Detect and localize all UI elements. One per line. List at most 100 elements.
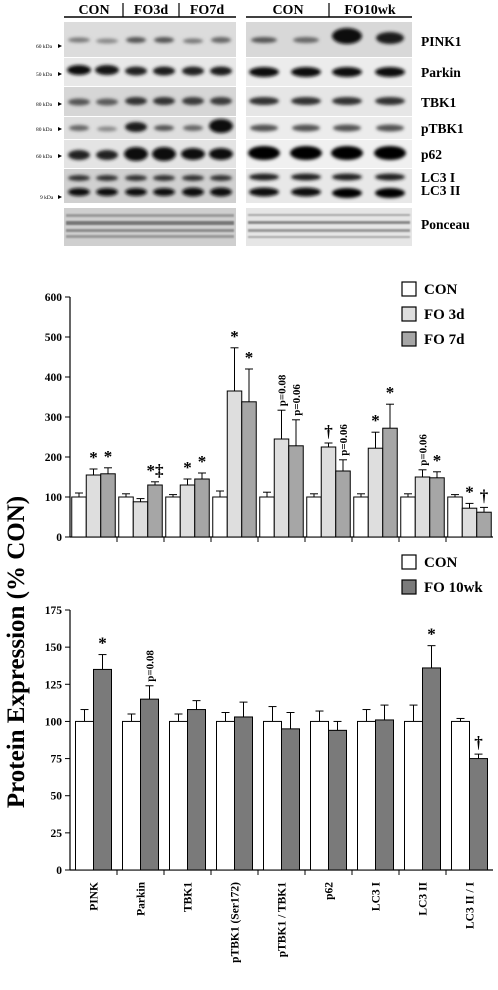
bar: [241, 401, 257, 538]
ponceau-stain: [66, 214, 410, 238]
blot-group-headers: CON FO3d FO7d CON FO10wk: [64, 3, 412, 18]
category-label: Parkin: [136, 881, 148, 915]
category-label: pTBK1 / TBK1: [277, 882, 289, 957]
y-tick-label: 0: [56, 532, 62, 544]
bar: [118, 496, 134, 538]
significance-label: *: [104, 447, 113, 466]
significance-label: *: [198, 452, 207, 471]
bar: [132, 501, 149, 538]
bar: [382, 427, 398, 538]
blot-group-label: FO7d: [190, 3, 224, 18]
protein-label: PINK1: [421, 34, 462, 49]
legend-swatch: [401, 331, 417, 347]
protein-label: LC3 II: [421, 183, 460, 198]
bar: [335, 470, 351, 538]
bar: [165, 496, 181, 538]
bar: [273, 438, 290, 538]
significance-label: p=0.06: [338, 424, 350, 456]
y-tick-label: 150: [45, 642, 63, 654]
y-tick-label: 125: [45, 679, 63, 691]
kda-label: 9 kDa: [40, 195, 54, 201]
bar-charts: Protein Expression (% CON) 0 100 200 300 400…: [3, 281, 493, 963]
protein-label: p62: [421, 147, 442, 162]
bar: [216, 720, 235, 871]
bar: [429, 477, 445, 538]
significance-label: *: [427, 625, 436, 644]
bar: [288, 445, 304, 538]
bar: [367, 447, 384, 538]
western-blot-panel: CON FO3d FO7d CON FO10wk: [36, 3, 470, 246]
y-tick-label: 200: [45, 452, 63, 464]
protein-label: TBK1: [421, 95, 457, 110]
category-label: PINK: [89, 882, 101, 911]
legend-swatch: [401, 281, 417, 297]
y-tick-label: 600: [45, 292, 63, 304]
y-tick-label: 25: [51, 828, 63, 840]
legend-swatch: [401, 579, 417, 595]
y-tick-label: 50: [51, 791, 63, 803]
bar: [93, 668, 112, 871]
bar: [320, 446, 337, 538]
bar: [259, 496, 275, 538]
y-axis-label: Protein Expression (% CON): [3, 496, 30, 808]
blot-group-label: FO3d: [134, 3, 168, 18]
bar: [353, 496, 369, 538]
protein-label: pTBK1: [421, 121, 464, 136]
y-tick-label: 0: [56, 865, 62, 877]
significance-label: p=0.06: [418, 434, 430, 466]
significance-label: *: [465, 482, 474, 501]
significance-label: *: [245, 348, 254, 367]
legend-label: FO 10wk: [424, 580, 483, 596]
protein-label: Parkin: [421, 65, 461, 80]
significance-label: †: [480, 486, 489, 505]
bar: [375, 719, 394, 871]
category-label: TBK1: [183, 882, 195, 912]
kda-label: 80 kDa: [36, 102, 53, 108]
significance-label: *: [98, 634, 107, 653]
kda-label: 60 kDa: [36, 154, 53, 160]
y-tick-label: 500: [45, 332, 63, 344]
bar: [75, 720, 94, 871]
significance-label: p=0.08: [145, 650, 157, 682]
bar: [122, 720, 141, 871]
y-tick-label: 400: [45, 372, 63, 384]
legend-label: CON: [424, 282, 458, 298]
y-tick-label: 175: [45, 605, 63, 617]
blot-group-label: FO10wk: [344, 3, 396, 18]
significance-label: †: [324, 422, 333, 441]
kda-label: 60 kDa: [36, 44, 53, 50]
bar: [328, 729, 347, 871]
significance-label: p=0.08: [277, 374, 289, 406]
protein-label: Ponceau: [421, 217, 470, 232]
bar: [263, 720, 282, 871]
bar: [310, 720, 329, 871]
significance-label: †: [474, 733, 483, 752]
significance-label: p=0.06: [291, 384, 303, 416]
blot-group-label: CON: [78, 3, 109, 18]
category-label: LC3 I: [371, 881, 383, 911]
bar: [306, 496, 322, 538]
legend-label: CON: [424, 555, 458, 571]
y-tick-label: 100: [45, 716, 63, 728]
bar: [281, 728, 300, 871]
bar: [451, 720, 470, 871]
significance-label: *: [230, 327, 239, 346]
significance-label: *: [183, 458, 192, 477]
bar: [447, 496, 463, 538]
category-label: LC3 II / I: [465, 881, 477, 928]
significance-label: *: [433, 451, 442, 470]
bar: [212, 496, 228, 538]
bar: [469, 758, 488, 871]
kda-label: 80 kDa: [36, 127, 53, 133]
y-tick-label: 75: [51, 754, 63, 766]
legend-label: FO 7d: [424, 332, 465, 348]
bar: [404, 720, 423, 871]
bar: [461, 507, 478, 538]
protein-label: LC3 I: [421, 170, 455, 185]
bar: [187, 709, 206, 871]
category-label: pTBK1 (Ser172): [230, 882, 242, 963]
bar: [234, 716, 253, 871]
bar: [422, 667, 441, 871]
category-label: LC3 II: [418, 881, 430, 915]
